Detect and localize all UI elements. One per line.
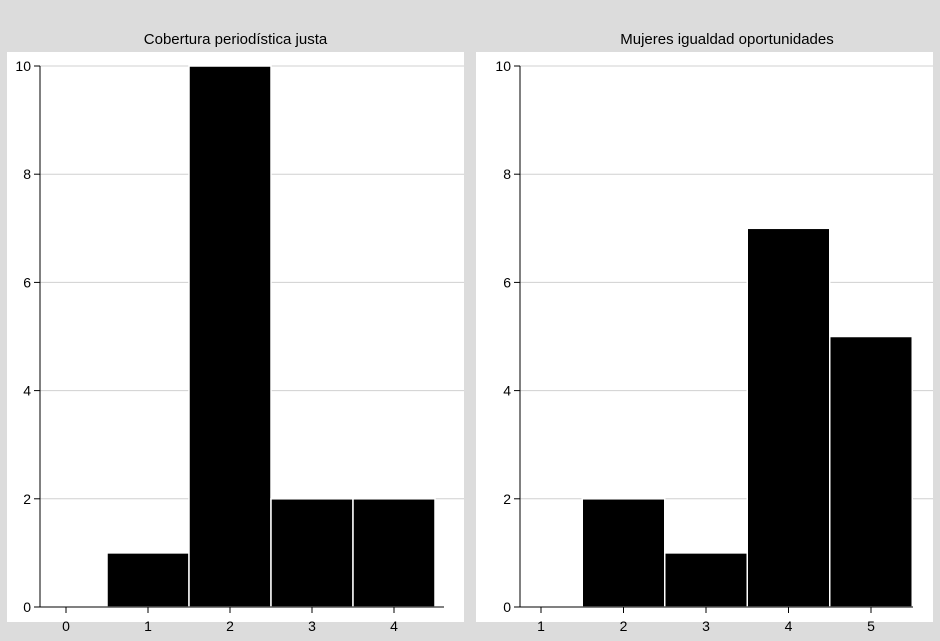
histogram-bar <box>581 498 666 608</box>
x-tick-label: 0 <box>62 618 70 634</box>
y-tick-label: 8 <box>503 166 511 182</box>
title-strip <box>7 24 464 52</box>
x-tick-label: 2 <box>620 618 628 634</box>
y-tick-label: 0 <box>503 599 511 615</box>
chart-title: Cobertura periodística justa <box>144 31 328 48</box>
x-tick-label: 3 <box>702 618 710 634</box>
y-tick-label: 2 <box>23 491 31 507</box>
x-tick-label: 3 <box>308 618 316 634</box>
histogram-bar <box>352 498 436 608</box>
x-tick-label: 5 <box>867 618 875 634</box>
y-tick-label: 4 <box>23 383 31 399</box>
x-tick-label: 1 <box>537 618 545 634</box>
y-tick-label: 0 <box>23 599 31 615</box>
x-tick-label: 4 <box>390 618 398 634</box>
y-tick-label: 10 <box>15 58 31 74</box>
x-tick-label: 1 <box>144 618 152 634</box>
y-tick-label: 10 <box>495 58 511 74</box>
bar-layer <box>581 227 913 608</box>
title-strip <box>476 24 933 52</box>
histogram-bar <box>188 65 272 608</box>
histogram-bar <box>829 335 913 608</box>
histogram-bar <box>746 227 831 608</box>
x-tick-label: 4 <box>785 618 793 634</box>
bar-layer <box>106 65 436 608</box>
y-tick-label: 8 <box>23 166 31 182</box>
y-tick-label: 6 <box>503 274 511 290</box>
histogram-bar <box>664 552 748 608</box>
x-tick-label: 2 <box>226 618 234 634</box>
y-tick-label: 6 <box>23 274 31 290</box>
histogram-bar <box>106 552 190 608</box>
chart-title: Mujeres igualdad oportunidades <box>620 31 833 48</box>
y-tick-label: 4 <box>503 383 511 399</box>
histogram-bar <box>270 498 354 608</box>
axis-layer: 0 2 4 6 8 10 0 1 2 3 4 <box>15 58 444 634</box>
chart-panel-left: Cobertura periodística justa 0 2 4 6 8 10 0 1 2 3… <box>7 24 464 634</box>
y-tick-label: 2 <box>503 491 511 507</box>
